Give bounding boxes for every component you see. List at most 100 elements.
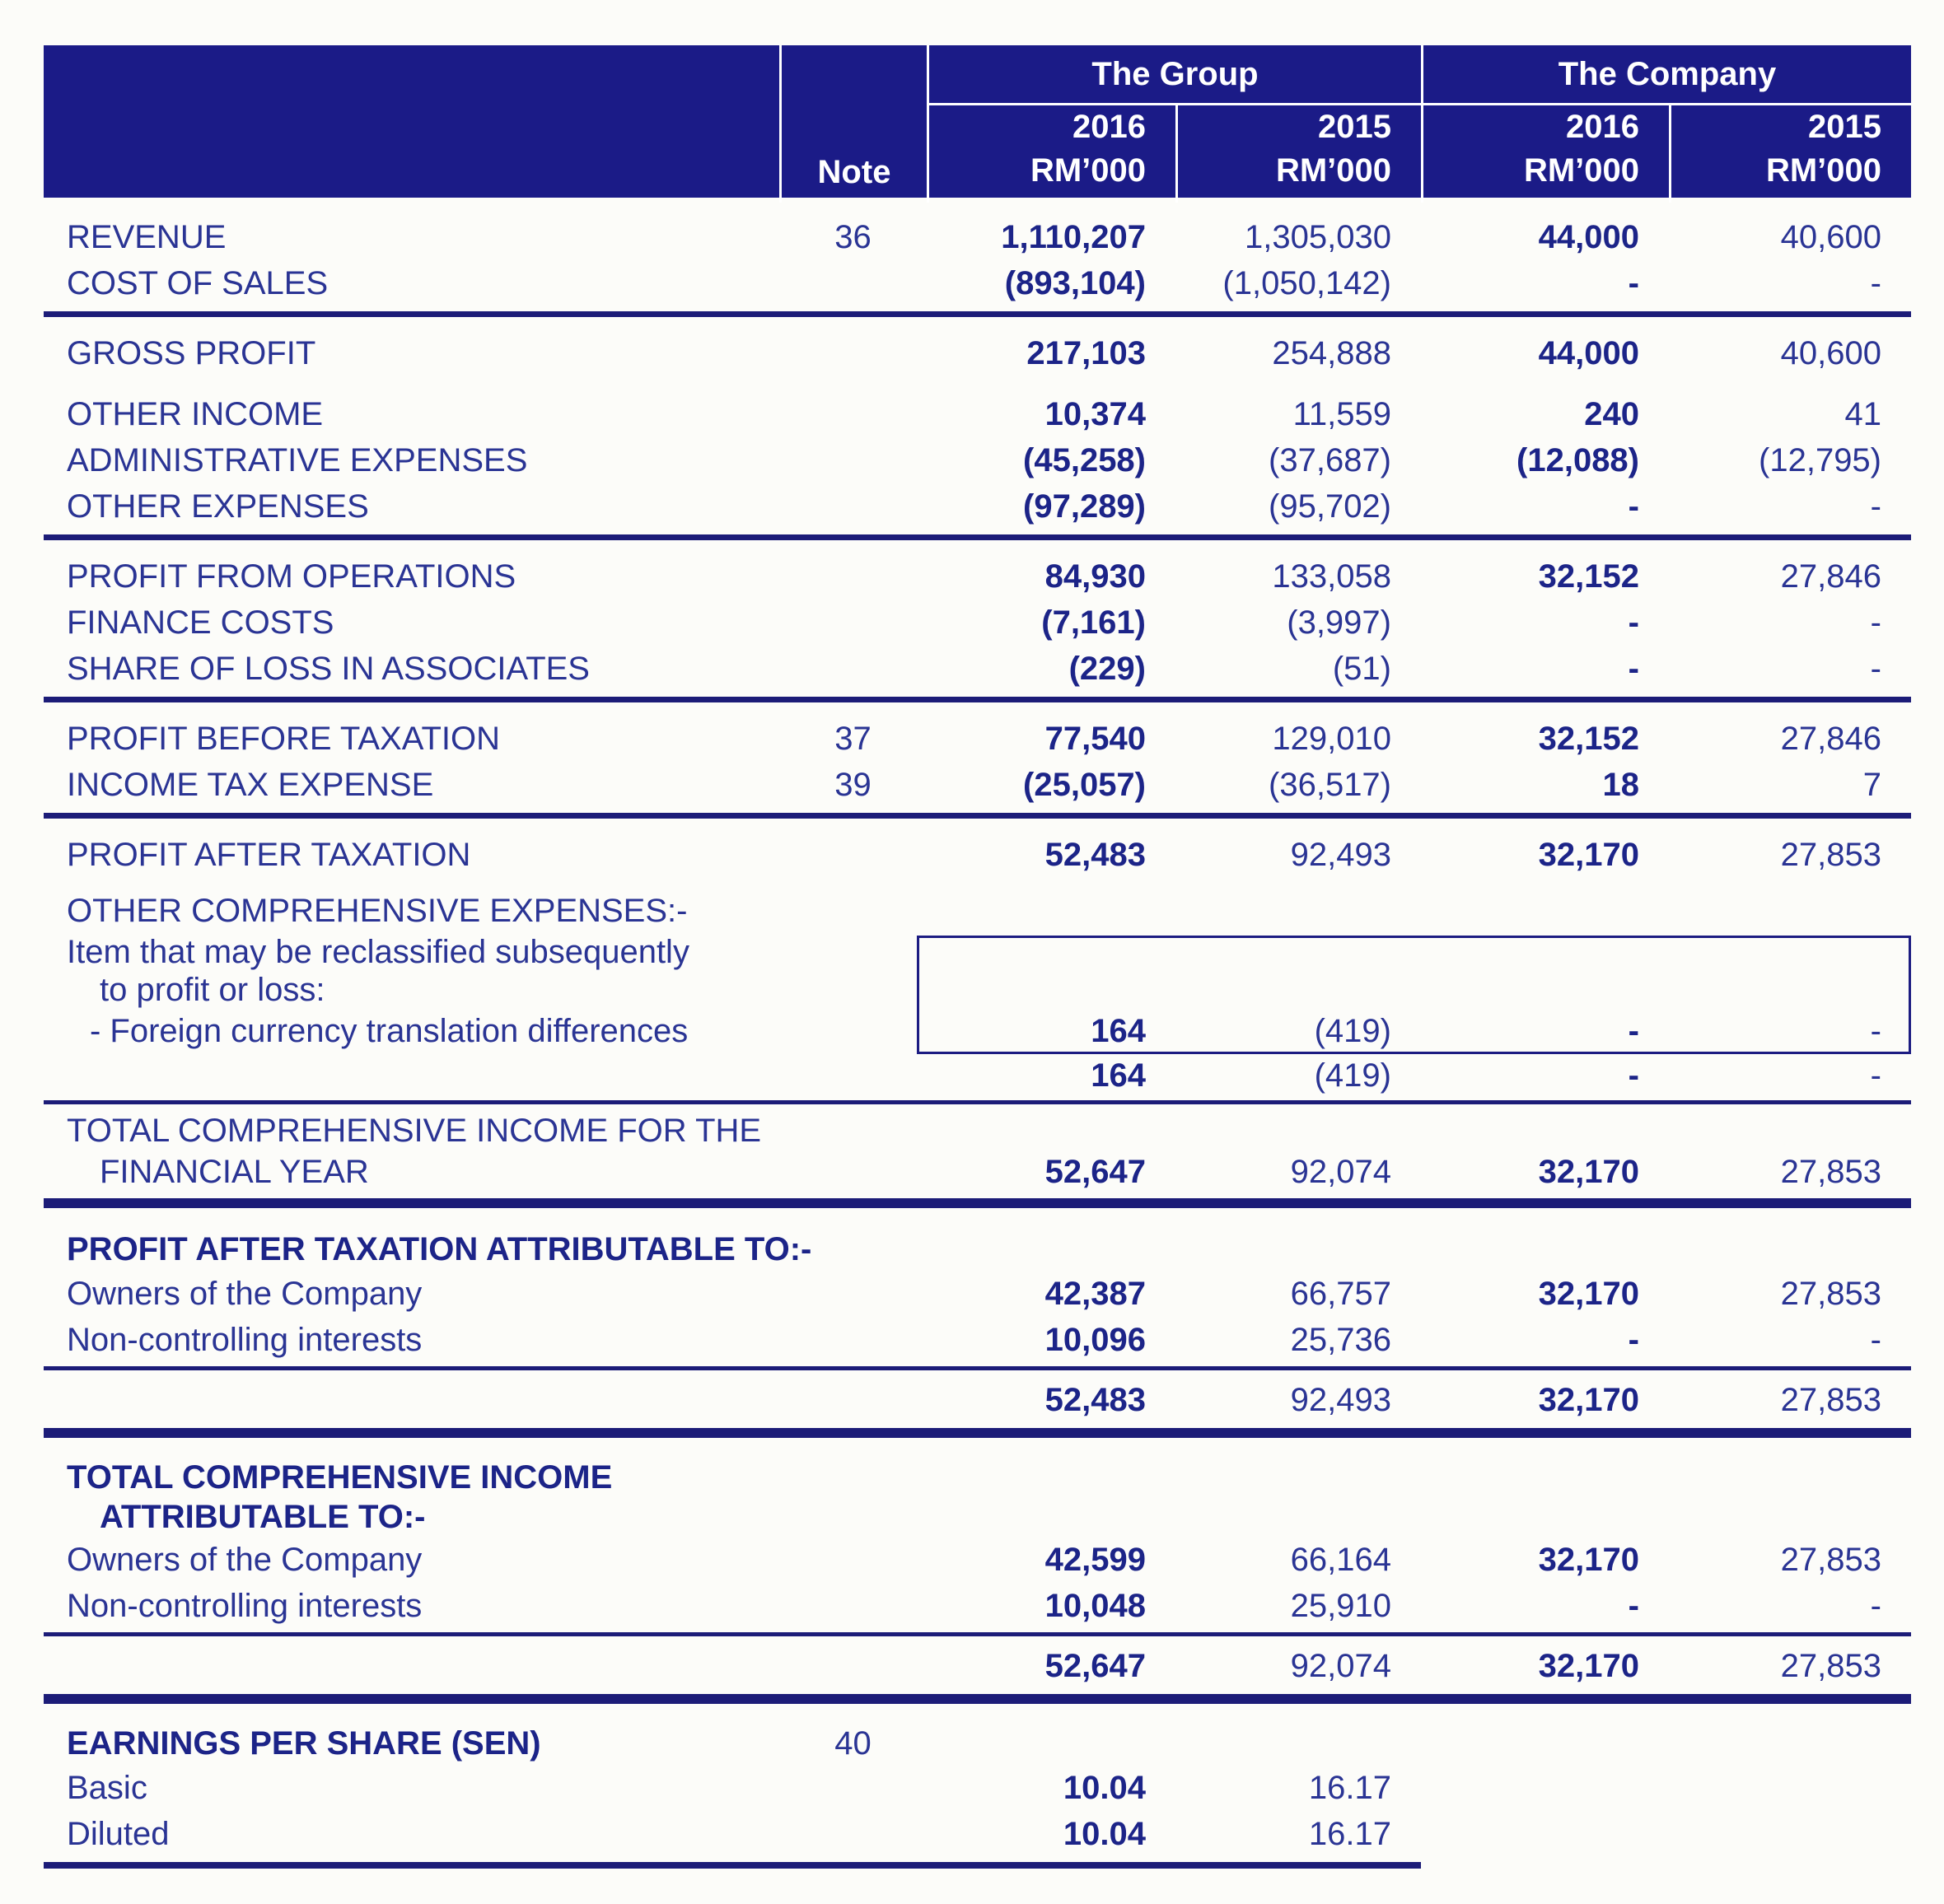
value-group-2015: 66,164 — [1290, 1541, 1391, 1578]
value-company-2015: - — [1870, 264, 1881, 301]
value-group-2015: 133,058 — [1272, 558, 1391, 595]
year-label: 2016 — [1072, 109, 1146, 145]
row-label: OTHER COMPREHENSIVE EXPENSES:- — [67, 892, 688, 929]
row-label: SHARE OF LOSS IN ASSOCIATES — [67, 650, 590, 687]
year-label: 2016 — [1566, 109, 1639, 145]
row-label: PROFIT BEFORE TAXATION — [67, 720, 500, 757]
value-group-2015: 254,888 — [1272, 334, 1391, 371]
row-label: TOTAL COMPREHENSIVE INCOME FOR THE — [67, 1112, 762, 1149]
table-row-eps-diluted: Diluted 10.04 16.17 — [44, 1811, 1911, 1857]
value-company-2015: - — [1870, 1321, 1881, 1358]
value-group-2015: 92,074 — [1290, 1153, 1391, 1190]
value-group-2015: (419) — [1314, 1057, 1391, 1094]
row-label: OTHER INCOME — [67, 395, 324, 432]
total-rule — [44, 534, 1911, 540]
year-label: 2015 — [1808, 109, 1881, 145]
value-group-2016: 52,647 — [1044, 1647, 1146, 1684]
row-label: PROFIT AFTER TAXATION ATTRIBUTABLE TO:- — [67, 1230, 812, 1267]
unit-label: RM’000 — [1030, 152, 1146, 189]
value-group-2016: 10,096 — [1044, 1321, 1146, 1358]
value-group-2015: (419) — [1314, 1012, 1391, 1049]
value-group-2016: 10.04 — [1063, 1769, 1146, 1806]
header-note-spacer — [779, 45, 927, 105]
value-company-2015: - — [1870, 604, 1881, 641]
table-row-pat-non-controlling-interests: Non-controlling interests 10,096 25,736 … — [44, 1317, 1911, 1363]
section-heading-tci-attributable-line2: ATTRIBUTABLE TO:- — [44, 1497, 1911, 1537]
section-heading-earnings-per-share: EARNINGS PER SHARE (SEN) 40 — [44, 1722, 1911, 1765]
value-group-2015: 25,910 — [1290, 1587, 1391, 1624]
row-label: Non-controlling interests — [67, 1587, 423, 1624]
value-company-2016: - — [1628, 650, 1639, 687]
value-company-2015: 27,853 — [1780, 1275, 1881, 1312]
value-company-2015: 40,600 — [1780, 218, 1881, 255]
year-label: 2015 — [1318, 109, 1391, 145]
value-company-2016: - — [1628, 1012, 1639, 1049]
value-company-2016: - — [1628, 1321, 1639, 1358]
table-row-finance-costs: FINANCE COSTS (7,161) (3,997) - - — [44, 600, 1911, 646]
value-group-2015: 1,305,030 — [1245, 218, 1391, 255]
value-group-2015: (51) — [1332, 650, 1391, 687]
value-group-2016: 217,103 — [1026, 334, 1146, 371]
row-label: Owners of the Company — [67, 1541, 423, 1578]
row-label: FINANCIAL YEAR — [100, 1153, 369, 1190]
value-company-2015: 7 — [1862, 766, 1881, 803]
total-rule — [44, 813, 1911, 819]
value-group-2015: 11,559 — [1292, 395, 1391, 432]
value-company-2016: - — [1628, 1057, 1639, 1094]
header-year-row: Note 2016 RM’000 2015 RM’000 2016 RM’000 20… — [44, 105, 1911, 203]
value-group-2015: (3,997) — [1287, 604, 1391, 641]
table-row-total-comprehensive-income-line1: TOTAL COMPREHENSIVE INCOME FOR THE — [44, 1111, 1911, 1150]
value-group-2016: (7,161) — [1041, 604, 1146, 641]
value-company-2015: 41 — [1844, 395, 1882, 432]
row-label: Non-controlling interests — [67, 1321, 423, 1358]
total-rule — [44, 311, 1911, 317]
value-company-2015: - — [1870, 1057, 1881, 1094]
table-row-cost-of-sales: COST OF SALES (893,104) (1,050,142) - - — [44, 260, 1911, 306]
row-label: Owners of the Company — [67, 1275, 423, 1312]
value-company-2016: - — [1628, 1587, 1639, 1624]
column-header-group-2016: 2016 RM’000 — [927, 105, 1175, 203]
unit-label: RM’000 — [1523, 152, 1639, 189]
value-group-2015: (1,050,142) — [1222, 264, 1391, 301]
value-group-2016: 52,483 — [1044, 836, 1146, 873]
section-heading-other-comprehensive-expenses: OTHER COMPREHENSIVE EXPENSES:- — [44, 889, 1911, 932]
value-group-2016: 77,540 — [1044, 720, 1146, 757]
row-label: to profit or loss: — [100, 972, 325, 1008]
subtotal-rule — [44, 1100, 1911, 1104]
table-row-tci-owners: Owners of the Company 42,599 66,164 32,1… — [44, 1537, 1911, 1583]
value-group-2015: 129,010 — [1272, 720, 1391, 757]
value-group-2016: (45,258) — [1023, 441, 1146, 478]
subtotal-rule — [44, 1366, 1911, 1370]
eps-bottom-rule — [44, 1862, 1421, 1869]
value-company-2015: 27,853 — [1780, 1647, 1881, 1684]
value-group-2015: 92,074 — [1290, 1647, 1391, 1684]
table-row-tci-non-controlling-interests: Non-controlling interests 10,048 25,910 … — [44, 1583, 1911, 1629]
value-group-2015: 66,757 — [1290, 1275, 1391, 1312]
row-label: TOTAL COMPREHENSIVE INCOME — [67, 1458, 613, 1496]
row-label: PROFIT AFTER TAXATION — [67, 836, 471, 873]
grand-total-rule — [44, 1428, 1911, 1438]
unit-label: RM’000 — [1275, 152, 1391, 189]
value-group-2015: 92,493 — [1290, 1381, 1391, 1418]
value-company-2015: - — [1870, 650, 1881, 687]
row-note: 40 — [834, 1724, 872, 1762]
value-company-2015: 27,853 — [1780, 1541, 1881, 1578]
table-row-total-comprehensive-income-line2: FINANCIAL YEAR 52,647 92,074 32,170 27,8… — [44, 1150, 1911, 1193]
value-group-2016: (893,104) — [1004, 264, 1146, 301]
value-group-2016: 164 — [1091, 1012, 1146, 1049]
table-row-other-income: OTHER INCOME 10,374 11,559 240 41 — [44, 391, 1911, 437]
value-company-2016: 44,000 — [1538, 218, 1639, 255]
value-company-2015: 27,846 — [1780, 720, 1881, 757]
row-label: OTHER EXPENSES — [67, 488, 369, 525]
table-row-pat-total: 52,483 92,493 32,170 27,853 — [44, 1377, 1911, 1423]
value-group-2016: 10.04 — [1063, 1815, 1146, 1852]
table-row-oci-subtotal: 164 (419) - - — [44, 1054, 1911, 1097]
table-row-tci-total: 52,647 92,074 32,170 27,853 — [44, 1643, 1911, 1689]
value-group-2015: 16.17 — [1308, 1815, 1391, 1852]
column-header-company-2015: 2015 RM’000 — [1669, 105, 1911, 203]
table-row-pat-owners: Owners of the Company 42,387 66,757 32,1… — [44, 1271, 1911, 1317]
value-group-2015: 92,493 — [1290, 836, 1391, 873]
row-label: FINANCE COSTS — [67, 604, 334, 641]
table-row-eps-basic: Basic 10.04 16.17 — [44, 1765, 1911, 1811]
section-heading-pat-attributable: PROFIT AFTER TAXATION ATTRIBUTABLE TO:- — [44, 1228, 1911, 1271]
